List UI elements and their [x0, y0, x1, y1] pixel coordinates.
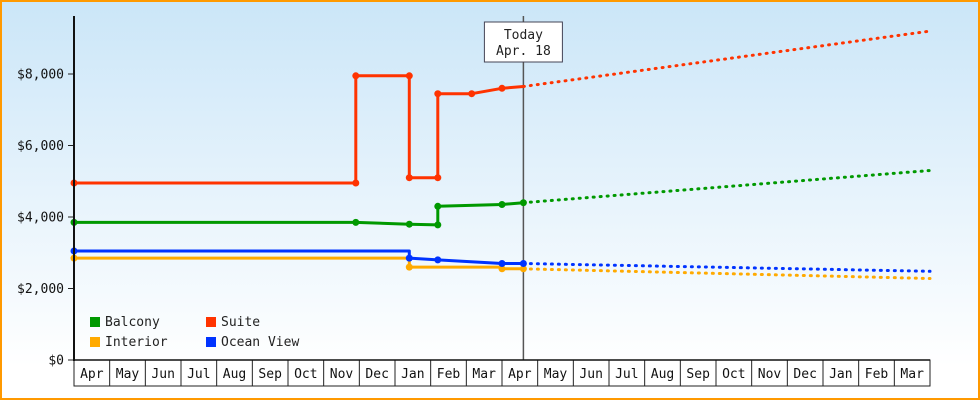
series-interior-point [498, 265, 506, 273]
series-balcony-history-line [74, 201, 524, 227]
month-label: Jan [829, 367, 852, 382]
legend-swatch-balcony [90, 317, 100, 327]
series-suite-history-line [74, 74, 524, 185]
series-suite-point [352, 72, 360, 80]
legend-label: Interior [105, 334, 168, 350]
series-suite-point [468, 90, 476, 98]
x-axis-month-band: Apr May Jun Jul Aug Sep Oct Nov Dec Jan Feb Mar Apr M… [73, 359, 931, 387]
legend-swatch-ocean-view [206, 337, 216, 347]
series-ocean-view-history-line [74, 249, 524, 265]
series-suite-point [405, 174, 413, 182]
series-ocean-view-point [434, 256, 442, 264]
series-suite-point [352, 179, 360, 187]
month-label: Nov [758, 367, 782, 382]
month-label: Jul [615, 367, 638, 382]
series-interior-forecast-line [521, 267, 932, 280]
series-suite-point [498, 84, 506, 92]
y-tick-label: $2,000 [17, 282, 64, 297]
month-label: Oct [294, 367, 317, 382]
legend-item-balcony: Balcony [90, 312, 206, 332]
series-suite-point [405, 72, 413, 80]
month-label: Jun [579, 367, 602, 382]
legend-label: Suite [221, 314, 261, 330]
today-annotation: Today Apr. 18 [483, 21, 563, 63]
month-label: Sep [258, 367, 282, 382]
series-balcony-forecast-line [521, 169, 932, 205]
series-balcony-point [352, 218, 360, 226]
series-balcony-point [434, 221, 442, 229]
y-tick-label: $6,000 [17, 139, 64, 154]
series-ocean-view-point [405, 254, 413, 262]
series-interior-point [519, 265, 527, 273]
y-axis-ticks: $0 $2,000 $4,000 $6,000 $8,000 [17, 68, 74, 369]
series-balcony-point [519, 199, 527, 207]
month-label: Dec [793, 367, 816, 382]
month-label: Jul [187, 367, 210, 382]
month-label: Apr [508, 367, 532, 382]
month-label: Mar [472, 367, 496, 382]
today-date-label: Apr. 18 [496, 44, 551, 59]
legend-item-interior: Interior [90, 332, 206, 352]
series-ocean-view-forecast-line [521, 262, 932, 273]
series-balcony-point [498, 201, 506, 208]
month-label: Feb [437, 367, 461, 382]
legend: Balcony Suite Interior Ocean View [90, 312, 299, 352]
month-label: Oct [722, 367, 745, 382]
month-label: Jan [401, 367, 424, 382]
month-label: Mar [900, 367, 924, 382]
legend-item-ocean-view: Ocean View [206, 332, 299, 352]
today-label: Today [504, 28, 543, 43]
today-annotation-box [483, 21, 563, 63]
month-label: May [116, 367, 140, 382]
month-label: Sep [686, 367, 710, 382]
series-suite-forecast-line [521, 29, 932, 88]
month-label: Nov [330, 367, 354, 382]
legend-item-suite: Suite [206, 312, 299, 332]
axes [73, 16, 930, 361]
series-ocean-view-point [519, 260, 527, 267]
series-balcony-point [405, 220, 413, 228]
legend-label: Ocean View [221, 334, 300, 350]
series-interior-history-line [74, 256, 524, 271]
y-tick-label: $8,000 [17, 68, 64, 83]
series-balcony-point [434, 202, 442, 210]
month-label: Jun [151, 367, 174, 382]
month-label: Aug [651, 367, 674, 382]
series-suite-point [434, 174, 442, 182]
legend-swatch-suite [206, 317, 216, 327]
series-ocean-view-point [498, 260, 506, 267]
month-label: Dec [365, 367, 388, 382]
series-interior-point [405, 263, 413, 271]
legend-swatch-interior [90, 337, 100, 347]
month-label: Aug [223, 367, 246, 382]
series-lines [70, 29, 932, 280]
month-label: Feb [865, 367, 889, 382]
y-tick-label: $0 [48, 354, 64, 369]
y-tick-label: $4,000 [17, 211, 64, 226]
series-suite-point [434, 90, 442, 98]
month-label: Apr [80, 367, 104, 382]
legend-label: Balcony [105, 314, 160, 330]
month-label: May [544, 367, 568, 382]
